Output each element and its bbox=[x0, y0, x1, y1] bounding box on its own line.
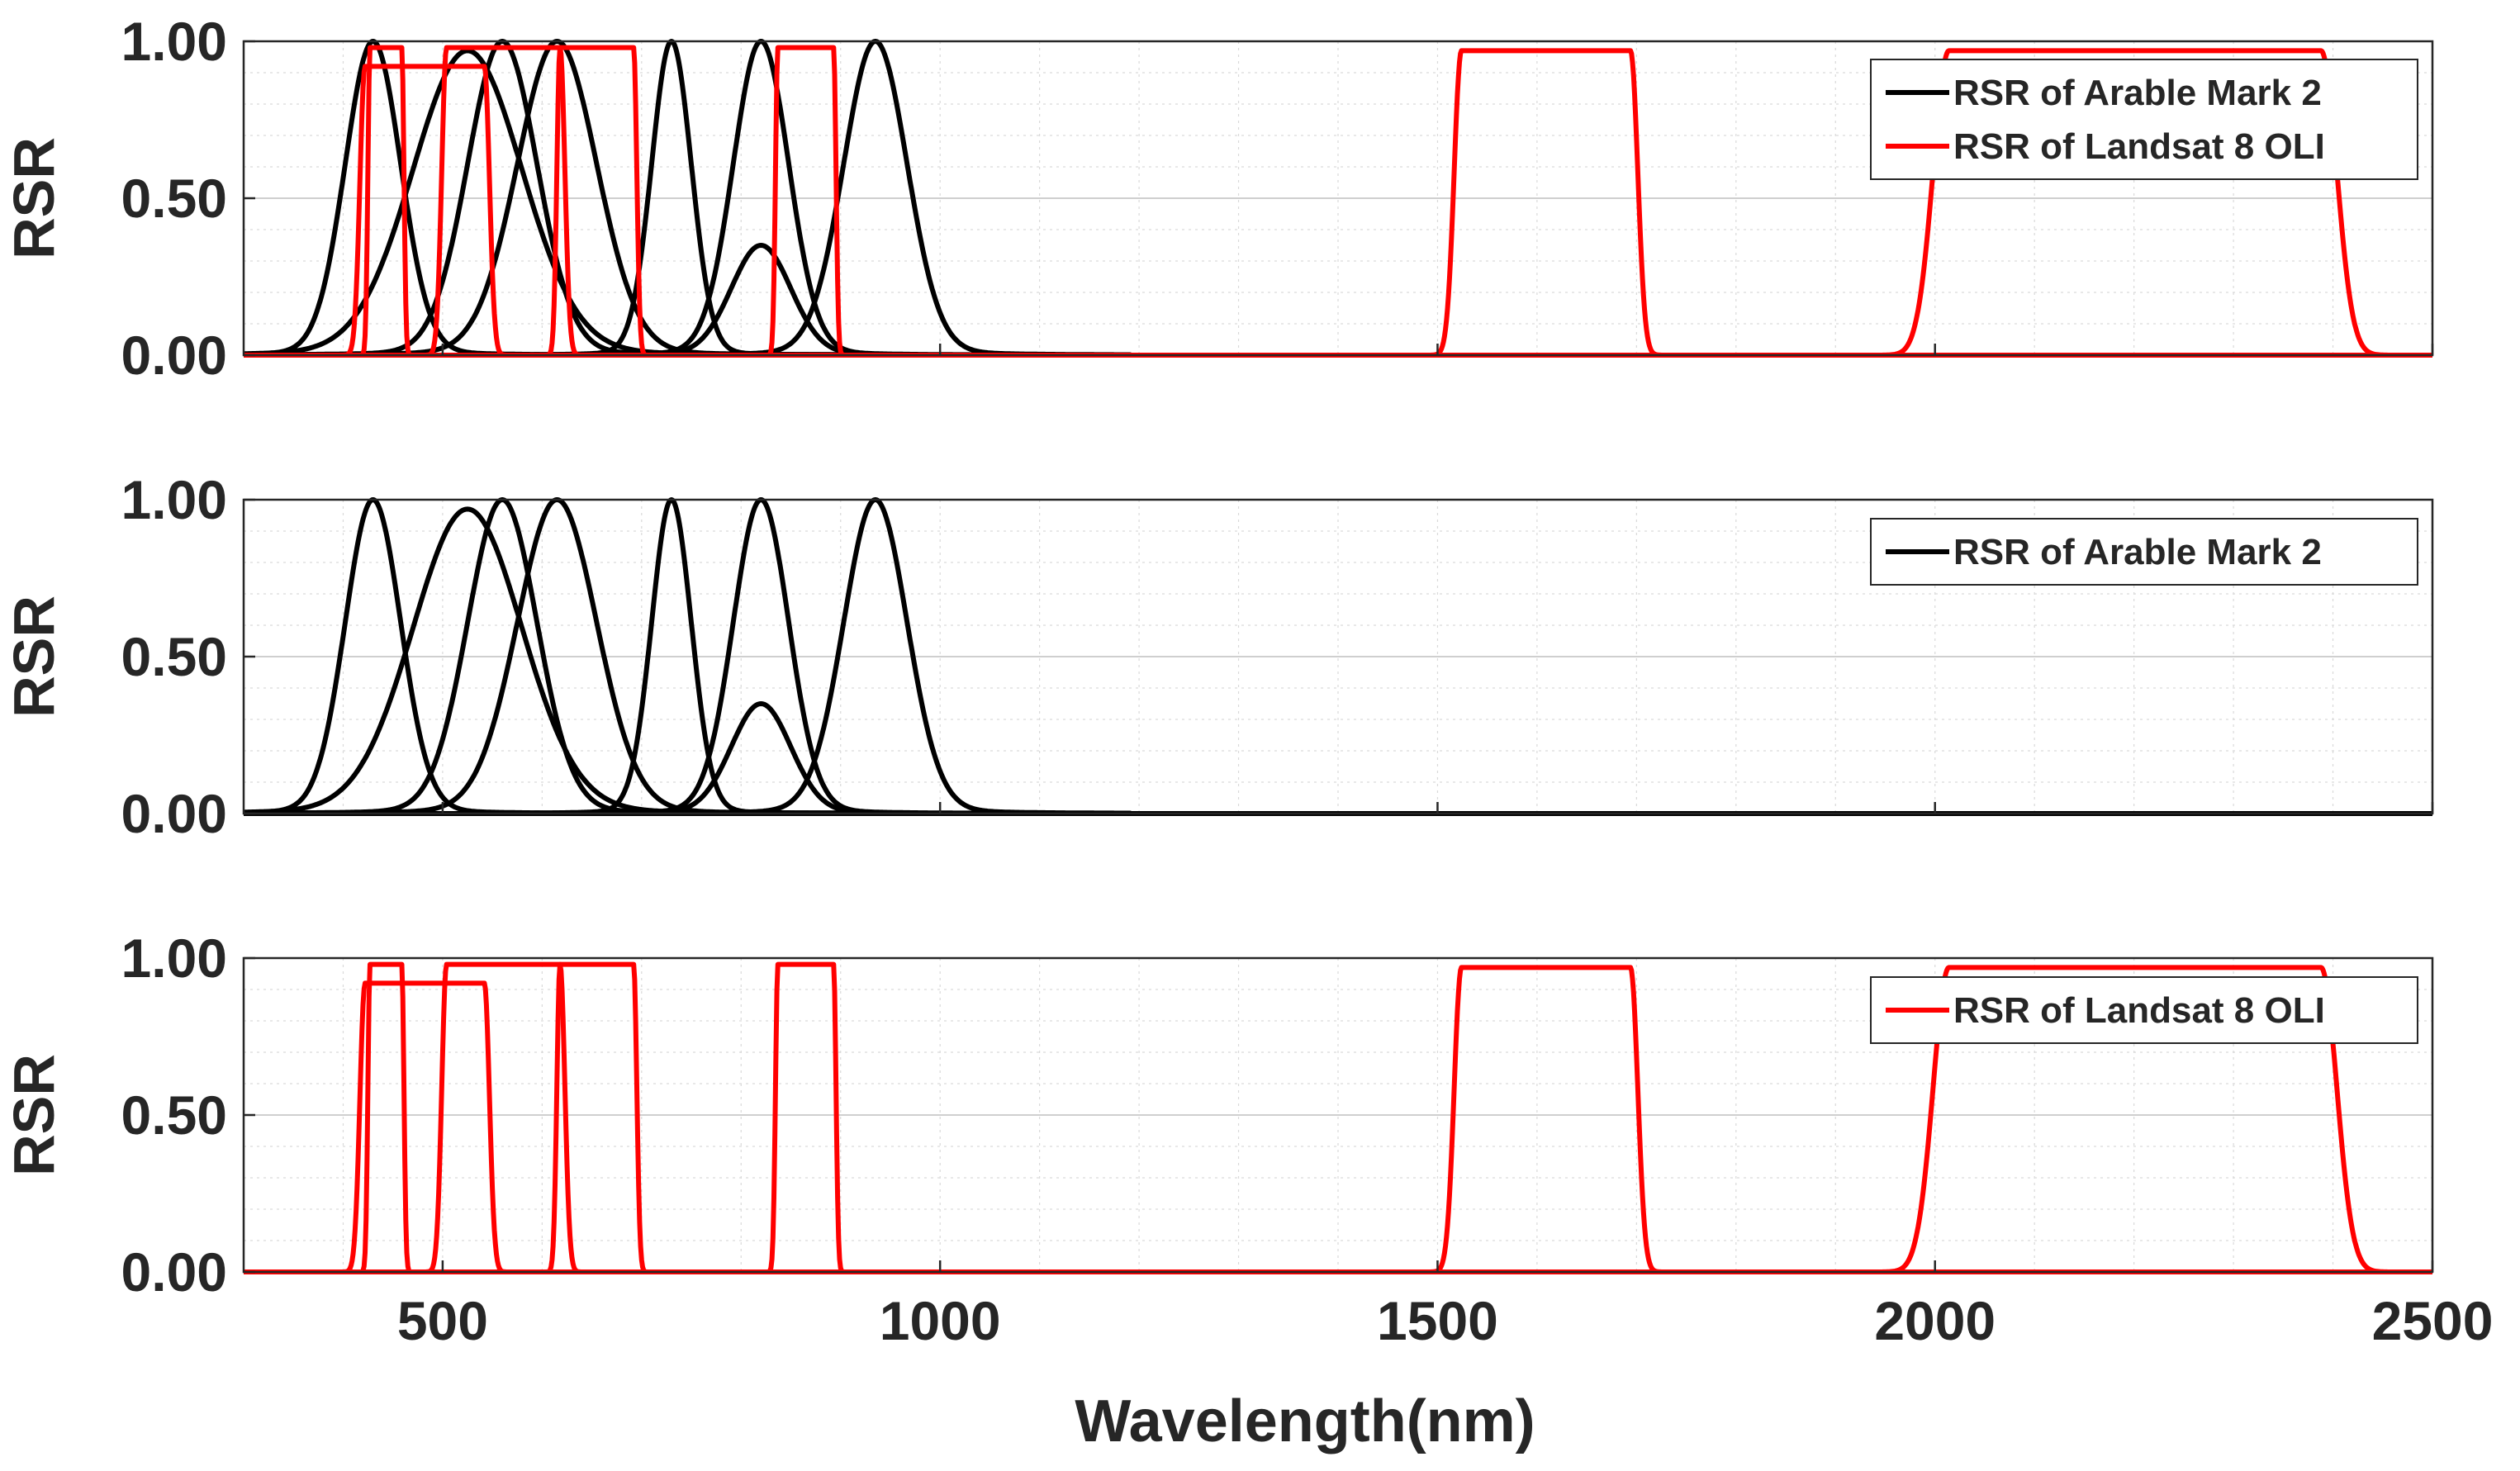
legend-box bbox=[1870, 518, 2418, 586]
x-tick-label: 1500 bbox=[1377, 1290, 1498, 1351]
y-tick-label: 0.00 bbox=[121, 1241, 227, 1303]
y-tick-label: 1.00 bbox=[121, 11, 227, 72]
y-axis-label: RSR bbox=[2, 137, 66, 259]
y-tick-label: 0.50 bbox=[121, 626, 227, 687]
y-tick-label: 1.00 bbox=[121, 469, 227, 530]
y-axis-label: RSR bbox=[2, 596, 66, 718]
x-tick-label: 2000 bbox=[1874, 1290, 1996, 1351]
y-axis-label: RSR bbox=[2, 1054, 66, 1176]
legend: RSR of Arable Mark 2 bbox=[1870, 518, 2418, 586]
y-tick-label: 0.00 bbox=[121, 325, 227, 386]
legend-label: RSR of Arable Mark 2 bbox=[1953, 73, 2322, 113]
x-axis-label: Wavelength(nm) bbox=[1075, 1388, 1535, 1454]
panel-arable: 0.00 0.50 1.00 RSR RSR of Arable Mark 2 bbox=[2, 469, 2434, 844]
legend-label: RSR of Landsat 8 OLI bbox=[1953, 126, 2325, 167]
legend: RSR of Landsat 8 OLI bbox=[1870, 976, 2418, 1044]
x-tick-label: 1000 bbox=[880, 1290, 1001, 1351]
y-tick-label: 1.00 bbox=[121, 928, 227, 989]
legend-box bbox=[1870, 59, 2418, 180]
legend: RSR of Arable Mark 2 RSR of Landsat 8 OLI bbox=[1870, 59, 2418, 180]
y-tick-label: 0.50 bbox=[121, 168, 227, 229]
legend-box bbox=[1870, 976, 2418, 1044]
x-tick-label: 500 bbox=[397, 1290, 488, 1351]
y-tick-label: 0.00 bbox=[121, 783, 227, 844]
legend-label: RSR of Arable Mark 2 bbox=[1953, 532, 2322, 572]
x-tick-label: 2500 bbox=[2372, 1290, 2494, 1351]
y-tick-label: 0.50 bbox=[121, 1084, 227, 1146]
legend-label: RSR of Landsat 8 OLI bbox=[1953, 990, 2325, 1031]
panel-landsat: 0.00 0.50 1.00 500 1000 1500 2000 2500 RSR RSR of… bbox=[2, 928, 2493, 1351]
